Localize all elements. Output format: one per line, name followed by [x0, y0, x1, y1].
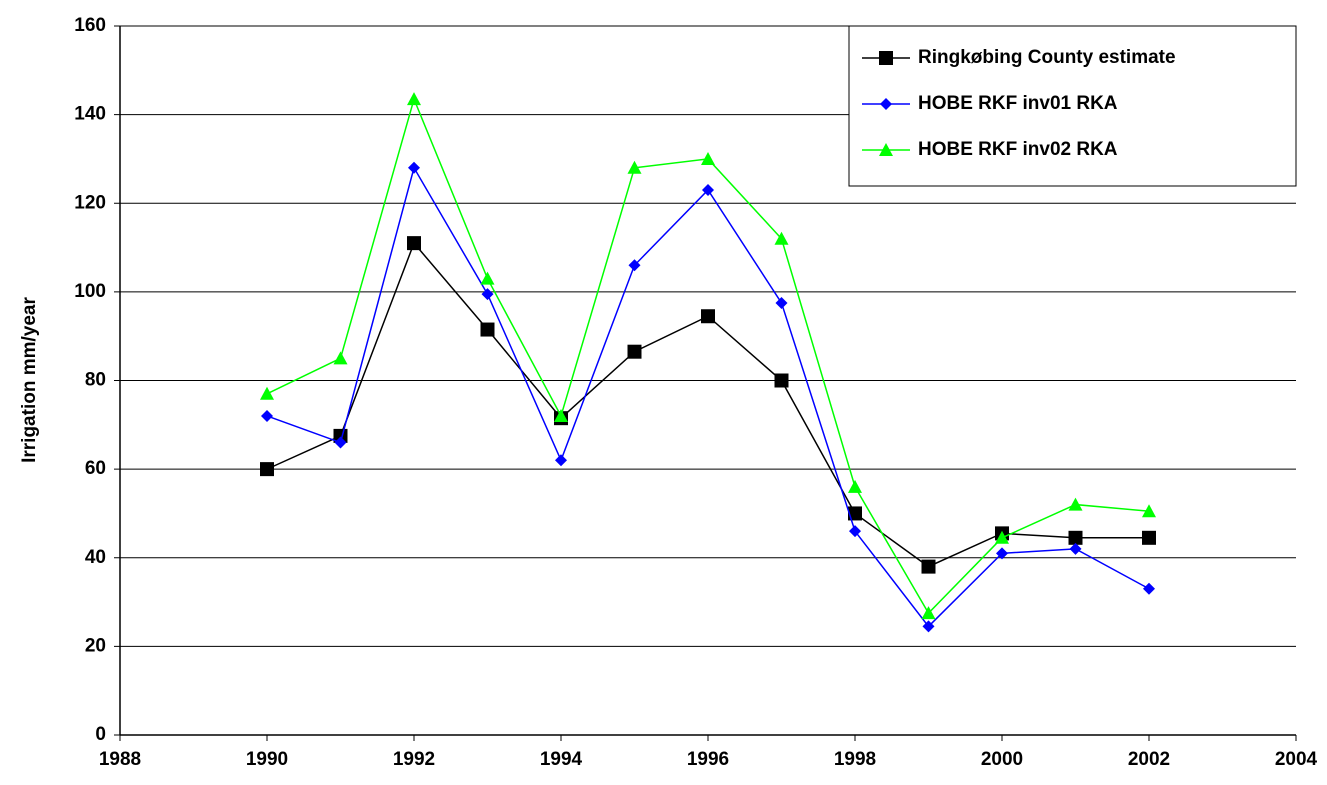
x-tick-label: 1994 — [540, 749, 583, 770]
marker — [480, 322, 495, 337]
marker — [880, 98, 892, 110]
x-tick-label: 1998 — [834, 749, 876, 770]
y-tick-label: 60 — [85, 458, 106, 479]
y-tick-label: 100 — [74, 281, 106, 302]
marker — [1142, 530, 1156, 545]
marker — [480, 271, 495, 285]
marker — [701, 151, 715, 165]
y-tick-label: 40 — [85, 547, 106, 568]
x-tick-label: 2002 — [1128, 749, 1170, 770]
marker — [848, 479, 862, 493]
marker — [922, 620, 935, 633]
marker — [261, 409, 273, 422]
marker — [921, 606, 936, 620]
y-tick-label: 120 — [74, 192, 106, 213]
y-tick-label: 140 — [74, 104, 106, 125]
marker — [849, 525, 861, 538]
x-tick-label: 2000 — [981, 749, 1023, 770]
marker — [628, 259, 641, 272]
legend-box — [848, 25, 1297, 187]
y-tick-label: 80 — [85, 370, 106, 391]
marker — [333, 351, 348, 365]
marker — [996, 547, 1008, 560]
marker — [627, 344, 642, 359]
marker — [407, 92, 421, 106]
marker — [702, 183, 714, 196]
marker — [1068, 530, 1083, 545]
marker — [921, 559, 936, 574]
marker — [774, 231, 789, 245]
marker — [407, 236, 421, 251]
x-tick-label: 1990 — [246, 749, 288, 770]
y-tick-label: 20 — [85, 635, 106, 656]
marker — [627, 160, 642, 174]
y-tick-label: 0 — [95, 724, 106, 745]
marker — [260, 462, 274, 477]
x-tick-label: 1988 — [99, 749, 141, 770]
marker — [1069, 542, 1082, 555]
marker — [879, 51, 893, 65]
legend-label: HOBE RKF inv01 RKA — [918, 93, 1118, 114]
y-axis-label: Irrigation mm/year — [19, 297, 40, 463]
marker — [995, 530, 1009, 544]
marker — [481, 288, 494, 301]
marker — [1142, 504, 1156, 518]
marker — [1143, 582, 1155, 595]
marker — [334, 436, 347, 449]
x-tick-label: 2004 — [1275, 749, 1318, 770]
marker — [554, 408, 568, 422]
x-tick-label: 1996 — [687, 749, 729, 770]
marker — [701, 309, 715, 324]
marker — [1068, 497, 1083, 511]
marker — [333, 428, 348, 443]
y-tick-label: 160 — [74, 15, 106, 36]
marker — [774, 373, 789, 388]
marker — [555, 454, 567, 467]
legend-label: HOBE RKF inv02 RKA — [918, 139, 1118, 160]
marker — [260, 386, 274, 400]
marker — [775, 296, 788, 309]
marker — [879, 143, 893, 156]
marker — [848, 506, 862, 521]
x-tick-label: 1992 — [393, 749, 435, 770]
marker — [408, 161, 420, 174]
legend-label: Ringkøbing County estimate — [918, 47, 1176, 68]
